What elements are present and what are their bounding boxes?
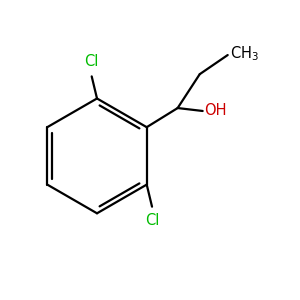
Text: Cl: Cl bbox=[145, 213, 159, 228]
Text: Cl: Cl bbox=[85, 54, 99, 69]
Text: OH: OH bbox=[204, 103, 226, 118]
Text: CH$_3$: CH$_3$ bbox=[230, 44, 259, 63]
